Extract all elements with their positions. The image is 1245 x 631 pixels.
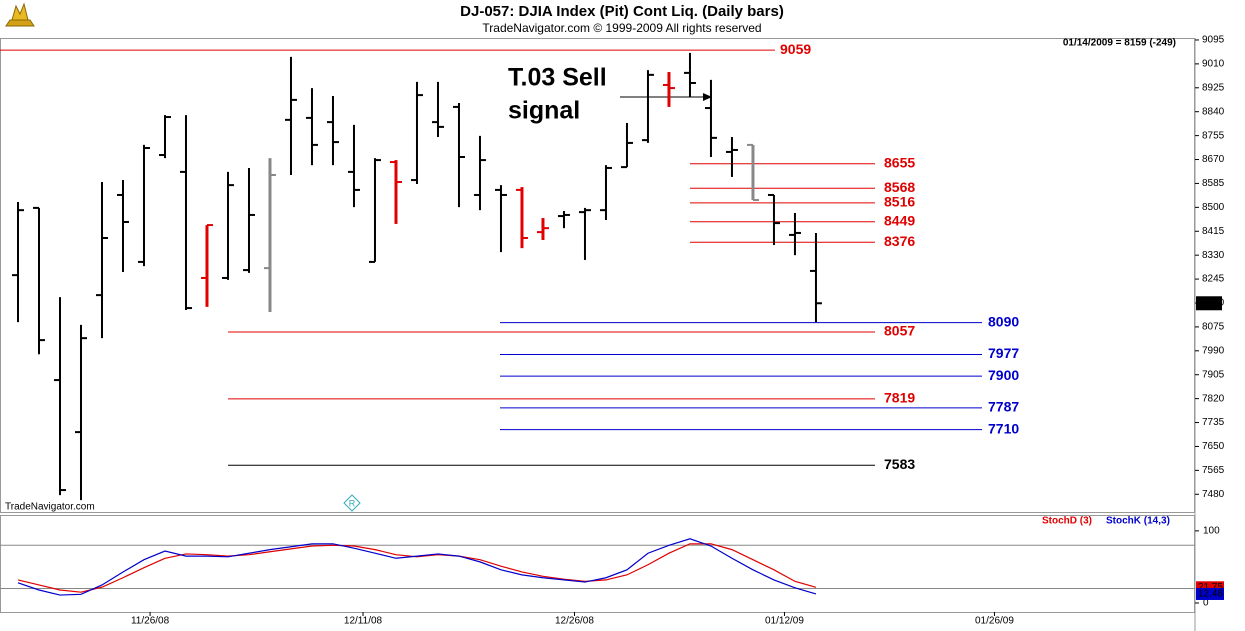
stoch-line [17,538,817,596]
level-label: 8655 [884,154,915,170]
logo [5,2,35,27]
y-tick-label: 7905 [1202,369,1225,380]
level-label: 8568 [884,179,915,195]
y-tick-label: 0 [1203,598,1209,609]
level-label: 7583 [884,456,915,472]
level-label: 8376 [884,233,915,249]
info-text: 01/14/2009 = 8159 (-249) [1063,38,1176,49]
annotation-arrow [620,93,712,101]
level-label: 7900 [988,367,1019,383]
watermark: TradeNavigator.com [5,502,95,513]
y-tick-label: 7990 [1202,345,1225,356]
chart-subtitle: TradeNavigator.com © 1999-2009 All right… [482,21,761,35]
chart-title: DJ-057: DJIA Index (Pit) Cont Liq. (Dail… [460,3,784,20]
last-price-label: 8159 [1198,298,1221,309]
level-label: 8090 [988,313,1019,329]
y-tick-label: 8330 [1202,250,1225,261]
y-tick-label: 9095 [1202,35,1225,46]
level-label: 9059 [780,41,811,57]
level-label: 8516 [884,194,915,210]
stoch-line [17,543,817,593]
level-label: 8449 [884,212,915,228]
legend-entry: StochD (3) [1042,516,1092,527]
y-tick-label: 7735 [1202,417,1225,428]
y-tick-label: 9010 [1202,59,1225,70]
x-tick-label: 11/26/08 [131,616,170,627]
level-label: 7710 [988,420,1019,436]
y-tick-label: 8245 [1202,274,1225,285]
svg-text:R: R [349,498,356,508]
x-tick-label: 01/26/09 [975,616,1014,627]
y-tick-label: 8840 [1202,106,1225,117]
level-label: 7819 [884,390,915,406]
y-tick-label: 8670 [1202,154,1225,165]
level-label: 7787 [988,399,1019,415]
y-tick-label: 7650 [1202,441,1225,452]
y-tick-label: 8075 [1202,322,1225,333]
annotation: T.03 Sell [508,64,607,92]
y-tick-label: 8500 [1202,202,1225,213]
legend-entry: StochK (14,3) [1106,516,1170,527]
y-tick-label: 8755 [1202,130,1225,141]
value-label: 21.75 [1198,582,1223,593]
x-tick-label: 01/12/09 [765,616,804,627]
y-tick-label: 7820 [1202,393,1225,404]
y-tick-label: 7480 [1202,489,1225,500]
y-tick-label: 8585 [1202,178,1225,189]
value-label: 12.48 [1198,589,1223,600]
x-tick-label: 12/26/08 [555,616,594,627]
r-icon: R [343,494,361,512]
y-tick-label: 8415 [1202,226,1225,237]
y-tick-label: 100 [1203,526,1220,537]
x-tick-label: 12/11/08 [344,616,383,627]
value-box [1196,587,1224,600]
level-label: 8057 [884,323,915,339]
y-tick-label: 7565 [1202,465,1225,476]
annotation: signal [508,97,580,125]
y-tick-label: 8925 [1202,82,1225,93]
last-price-box [1196,296,1222,311]
level-label: 7977 [988,345,1019,361]
